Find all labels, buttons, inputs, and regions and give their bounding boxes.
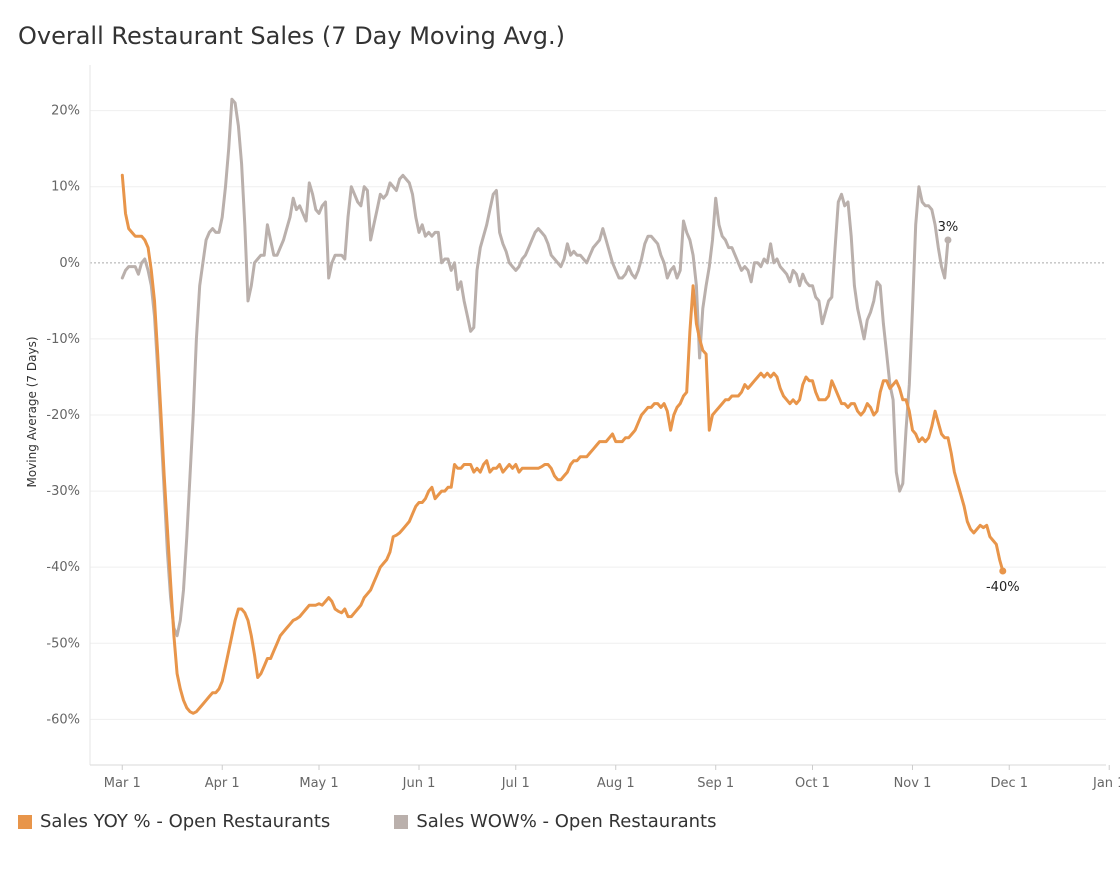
x-tick-label: Mar 1	[104, 776, 141, 791]
x-tick-label: Nov 1	[894, 776, 932, 791]
legend: Sales YOY % - Open Restaurants Sales WOW…	[18, 811, 716, 832]
end-label-yoy: -40%	[986, 580, 1020, 595]
series-line-wow	[120, 97, 950, 638]
series-lines: 3% -40%	[120, 97, 1020, 715]
y-axis-title: Moving Average (7 Days)	[25, 336, 39, 487]
legend-label-yoy: Sales YOY % - Open Restaurants	[40, 811, 331, 832]
end-label-wow: 3%	[938, 220, 959, 235]
x-tick-label: Jun 1	[402, 776, 436, 791]
y-tick-label: 10%	[51, 180, 80, 195]
x-tick-label: Dec 1	[990, 776, 1028, 791]
y-tick-label: -30%	[46, 484, 80, 499]
y-tick-label: 0%	[59, 256, 80, 271]
x-axis: Mar 1 Apr 1 May 1 Jun 1 Jul 1 Aug 1 Sep 1 Oct 1…	[90, 764, 1120, 791]
line-chart: 20% 10% 0% -10% -20% -30% -40% -50% -60% Mar 1 Ap…	[25, 65, 1120, 791]
y-tick-label: -40%	[46, 560, 80, 575]
chart-title: Overall Restaurant Sales (7 Day Moving A…	[18, 22, 565, 50]
y-tick-label: -10%	[46, 332, 80, 347]
y-axis: 20% 10% 0% -10% -20% -30% -40% -50% -60%	[46, 104, 80, 728]
gridlines	[89, 65, 1106, 765]
x-tick-label: Apr 1	[205, 776, 240, 791]
y-tick-label: 20%	[51, 104, 80, 119]
y-tick-label: -20%	[46, 408, 80, 423]
legend-label-wow: Sales WOW% - Open Restaurants	[416, 811, 717, 832]
x-tick-label: Jan 1	[1092, 776, 1120, 791]
end-point-yoy	[999, 567, 1007, 575]
x-tick-label: Sep 1	[697, 776, 734, 791]
series-line-yoy	[120, 173, 1005, 715]
x-tick-label: May 1	[299, 776, 338, 791]
legend-swatch-wow	[394, 814, 409, 829]
y-tick-label: -60%	[46, 712, 80, 727]
legend-swatch-yoy	[18, 814, 32, 829]
x-tick-label: Oct 1	[795, 776, 830, 791]
x-tick-label: Aug 1	[597, 776, 635, 791]
legend-item-yoy: Sales YOY % - Open Restaurants	[18, 811, 330, 832]
y-tick-label: -50%	[46, 636, 80, 651]
legend-item-wow: Sales WOW% - Open Restaurants	[394, 811, 716, 832]
end-point-wow	[944, 236, 952, 244]
x-tick-label: Jul 1	[501, 776, 530, 791]
